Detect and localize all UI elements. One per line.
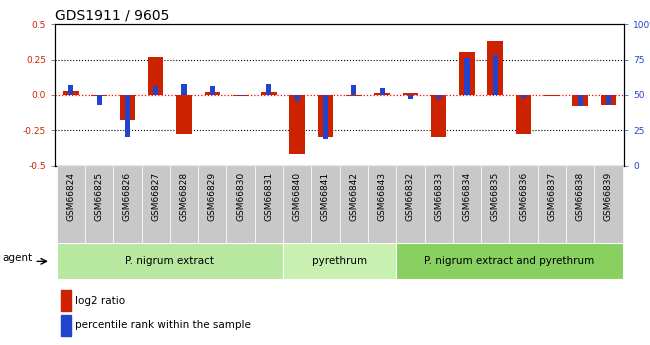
Bar	[294, 95, 300, 100]
Text: pyrethrum: pyrethrum	[312, 256, 367, 266]
Bar	[396, 166, 424, 243]
Bar	[113, 166, 142, 243]
Bar	[68, 85, 73, 95]
Bar	[544, 95, 560, 96]
Text: GSM66842: GSM66842	[349, 172, 358, 221]
Bar	[578, 95, 582, 106]
Bar	[601, 95, 616, 105]
Bar	[402, 93, 418, 95]
Bar	[488, 41, 503, 95]
Bar	[125, 95, 130, 137]
Text: agent: agent	[3, 253, 33, 263]
Bar	[515, 95, 531, 135]
Bar	[57, 166, 85, 243]
Bar	[97, 95, 101, 105]
Bar	[318, 95, 333, 137]
Bar	[424, 166, 453, 243]
Text: GSM66841: GSM66841	[321, 172, 330, 221]
Text: GSM66830: GSM66830	[236, 172, 245, 221]
Bar	[283, 166, 311, 243]
Bar	[459, 52, 474, 95]
Bar	[396, 243, 623, 279]
Bar	[198, 166, 226, 243]
Text: GSM66838: GSM66838	[576, 172, 584, 221]
Text: GSM66826: GSM66826	[123, 172, 132, 221]
Bar	[120, 95, 135, 120]
Bar	[153, 86, 158, 95]
Bar	[339, 166, 368, 243]
Bar	[57, 243, 283, 279]
Bar	[266, 83, 272, 95]
Bar	[566, 166, 594, 243]
Bar	[181, 83, 187, 95]
Bar	[233, 95, 248, 96]
Text: GSM66831: GSM66831	[265, 172, 274, 221]
Text: GSM66835: GSM66835	[491, 172, 500, 221]
Bar	[289, 95, 305, 154]
Bar	[431, 95, 447, 137]
Bar	[311, 166, 339, 243]
Bar	[573, 95, 588, 106]
Text: GSM66833: GSM66833	[434, 172, 443, 221]
Bar	[261, 92, 277, 95]
Bar	[255, 166, 283, 243]
Text: GSM66834: GSM66834	[462, 172, 471, 221]
Text: GSM66843: GSM66843	[378, 172, 387, 221]
Text: GSM66828: GSM66828	[179, 172, 188, 221]
Bar	[493, 55, 498, 95]
Bar	[92, 95, 107, 96]
Bar	[408, 95, 413, 99]
Bar	[61, 290, 72, 311]
Text: GSM66836: GSM66836	[519, 172, 528, 221]
Text: GSM66824: GSM66824	[66, 172, 75, 221]
Text: percentile rank within the sample: percentile rank within the sample	[75, 320, 251, 330]
Text: P. nigrum extract and pyrethrum: P. nigrum extract and pyrethrum	[424, 256, 595, 266]
Bar	[606, 95, 611, 105]
Bar	[283, 243, 396, 279]
Text: GSM66832: GSM66832	[406, 172, 415, 221]
Bar	[594, 166, 623, 243]
Bar	[61, 315, 72, 335]
Text: GSM66839: GSM66839	[604, 172, 613, 221]
Bar	[368, 166, 396, 243]
Bar	[521, 95, 526, 98]
Bar	[210, 86, 215, 95]
Bar	[436, 95, 441, 99]
Bar	[464, 58, 469, 95]
Text: GSM66837: GSM66837	[547, 172, 556, 221]
Text: GSM66840: GSM66840	[292, 172, 302, 221]
Bar	[510, 166, 538, 243]
Bar	[453, 166, 481, 243]
Text: GSM66829: GSM66829	[208, 172, 217, 221]
Bar	[351, 85, 356, 95]
Text: GDS1911 / 9605: GDS1911 / 9605	[55, 9, 170, 23]
Bar	[205, 92, 220, 95]
Bar	[346, 95, 361, 96]
Bar	[85, 166, 113, 243]
Bar	[238, 95, 243, 96]
Bar	[481, 166, 510, 243]
Text: GSM66825: GSM66825	[95, 172, 103, 221]
Text: GSM66827: GSM66827	[151, 172, 160, 221]
Bar	[170, 166, 198, 243]
Bar	[63, 91, 79, 95]
Bar	[176, 95, 192, 135]
Bar	[323, 95, 328, 139]
Bar	[538, 166, 566, 243]
Bar	[142, 166, 170, 243]
Bar	[374, 93, 390, 95]
Bar	[380, 88, 385, 95]
Bar	[148, 57, 164, 95]
Text: P. nigrum extract: P. nigrum extract	[125, 256, 214, 266]
Text: log2 ratio: log2 ratio	[75, 296, 125, 306]
Bar	[226, 166, 255, 243]
